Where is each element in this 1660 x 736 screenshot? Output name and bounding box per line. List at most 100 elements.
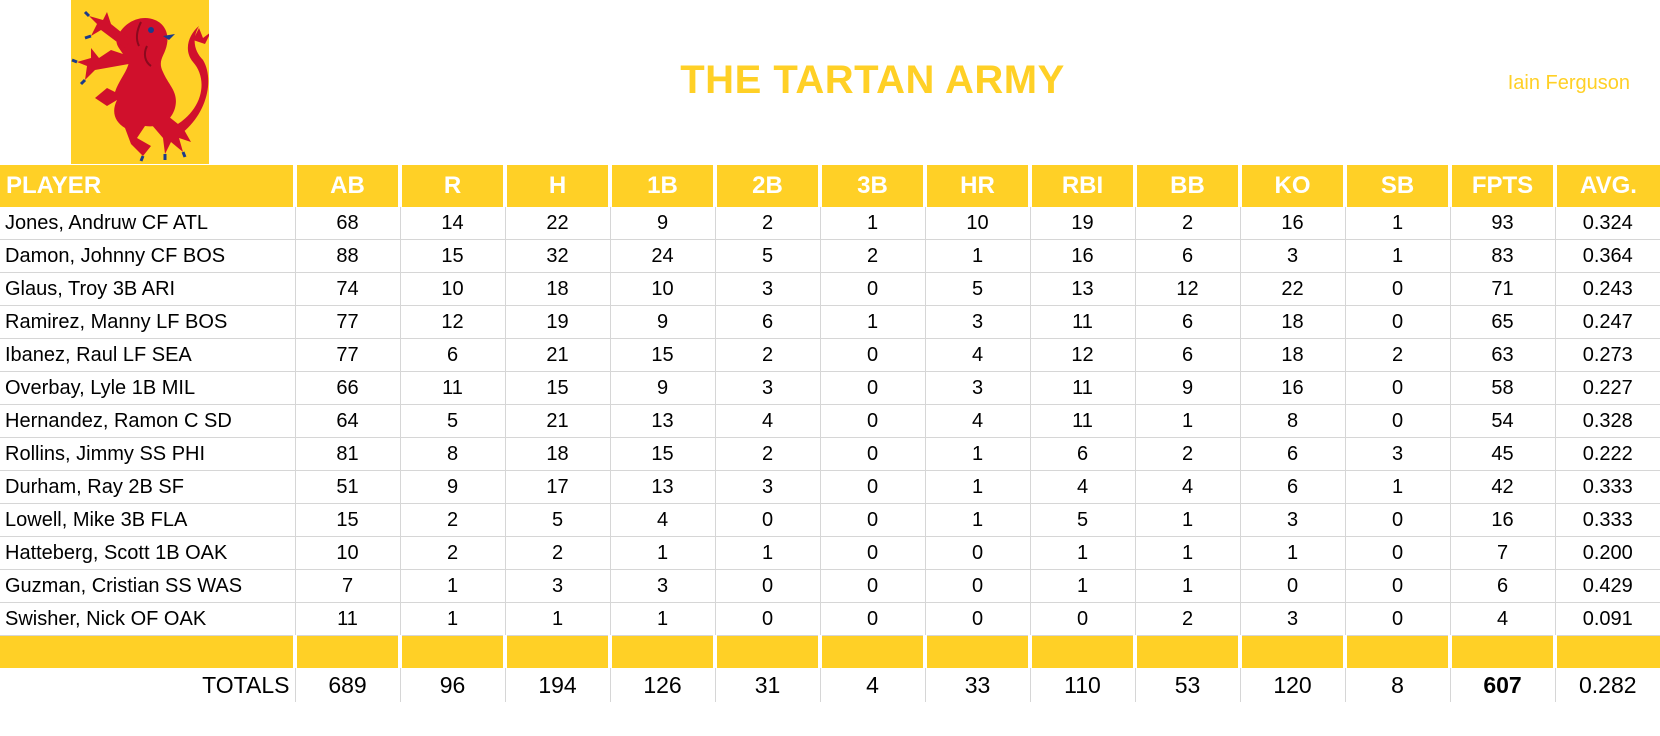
stat-cell: 7 bbox=[295, 569, 401, 603]
player-name: Overbay, Lyle 1B MIL bbox=[0, 371, 296, 405]
stat-cell: 0 bbox=[820, 437, 926, 471]
player-name: Ramirez, Manny LF BOS bbox=[0, 305, 296, 339]
column-header: H bbox=[505, 165, 612, 207]
stat-cell: 9 bbox=[610, 207, 716, 240]
stat-cell: 68 bbox=[295, 207, 401, 240]
stat-cell: 54 bbox=[1450, 404, 1556, 438]
stat-cell: 5 bbox=[400, 404, 506, 438]
stat-cell: 1 bbox=[1345, 239, 1451, 273]
stat-cell: 1 bbox=[1030, 569, 1136, 603]
stat-cell: 2 bbox=[715, 437, 821, 471]
stat-cell: 2 bbox=[505, 536, 611, 570]
stat-cell: 3 bbox=[505, 569, 611, 603]
table-row: Glaus, Troy 3B ARI 74 10 18 10 3 0 5 13 12 22 0 71 0.… bbox=[0, 272, 1660, 306]
spacer-cell bbox=[820, 635, 927, 668]
stat-cell: 6 bbox=[1240, 437, 1346, 471]
stat-cell: 0 bbox=[1030, 602, 1136, 636]
player-name: Damon, Johnny CF BOS bbox=[0, 239, 296, 273]
totals-row: TOTALS 689 96 194 126 31 4 33 110 53 120 8 607 0.282 bbox=[0, 668, 1660, 702]
stat-cell: 51 bbox=[295, 470, 401, 504]
spacer-cell bbox=[1345, 635, 1452, 668]
player-name: Hatteberg, Scott 1B OAK bbox=[0, 536, 296, 570]
stat-cell: 2 bbox=[715, 338, 821, 372]
stat-cell: 0.328 bbox=[1555, 404, 1660, 438]
stat-cell: 0 bbox=[715, 569, 821, 603]
stat-cell: 45 bbox=[1450, 437, 1556, 471]
stat-cell: 18 bbox=[505, 437, 611, 471]
spacer-cell bbox=[1030, 635, 1137, 668]
stat-cell: 6 bbox=[1135, 239, 1241, 273]
stat-cell: 13 bbox=[1030, 272, 1136, 306]
stat-cell: 0 bbox=[1240, 569, 1346, 603]
spacer-cell bbox=[715, 635, 822, 668]
stat-cell: 1 bbox=[1135, 404, 1241, 438]
stat-cell: 4 bbox=[1030, 470, 1136, 504]
team-title: THE TARTAN ARMY bbox=[680, 58, 1065, 102]
stat-cell: 64 bbox=[295, 404, 401, 438]
stat-cell: 1 bbox=[1135, 503, 1241, 537]
stat-cell: 15 bbox=[505, 371, 611, 405]
stat-cell: 2 bbox=[1345, 338, 1451, 372]
stat-cell: 12 bbox=[400, 305, 506, 339]
stat-cell: 0.364 bbox=[1555, 239, 1660, 273]
stat-cell: 5 bbox=[925, 272, 1031, 306]
stat-cell: 4 bbox=[610, 503, 716, 537]
stat-cell: 0 bbox=[1345, 503, 1451, 537]
stat-cell: 83 bbox=[1450, 239, 1556, 273]
stat-cell: 18 bbox=[1240, 338, 1346, 372]
stat-cell: 2 bbox=[400, 503, 506, 537]
stat-cell: 6 bbox=[715, 305, 821, 339]
total-cell: 33 bbox=[925, 668, 1031, 702]
column-header: PLAYER bbox=[0, 165, 297, 207]
stat-cell: 18 bbox=[1240, 305, 1346, 339]
stat-cell: 21 bbox=[505, 404, 611, 438]
stat-cell: 1 bbox=[925, 470, 1031, 504]
spacer-cell bbox=[0, 635, 297, 668]
stat-cell: 65 bbox=[1450, 305, 1556, 339]
stat-cell: 3 bbox=[925, 305, 1031, 339]
stat-cell: 0.222 bbox=[1555, 437, 1660, 471]
table-row: Swisher, Nick OF OAK 11 1 1 1 0 0 0 0 2 3 0 4 0.091 bbox=[0, 602, 1660, 636]
stat-cell: 6 bbox=[1450, 569, 1556, 603]
stat-cell: 1 bbox=[715, 536, 821, 570]
stat-cell: 15 bbox=[400, 239, 506, 273]
stat-cell: 3 bbox=[1240, 503, 1346, 537]
player-name: Lowell, Mike 3B FLA bbox=[0, 503, 296, 537]
column-header: 1B bbox=[610, 165, 717, 207]
stat-cell: 1 bbox=[400, 569, 506, 603]
stat-cell: 6 bbox=[1240, 470, 1346, 504]
table-row: Ramirez, Manny LF BOS 77 12 19 9 6 1 3 11 6 18 0 65 0… bbox=[0, 305, 1660, 339]
stat-cell: 81 bbox=[295, 437, 401, 471]
stat-cell: 0.200 bbox=[1555, 536, 1660, 570]
total-cell: 120 bbox=[1240, 668, 1346, 702]
stat-cell: 22 bbox=[1240, 272, 1346, 306]
stat-cell: 16 bbox=[1450, 503, 1556, 537]
stat-cell: 12 bbox=[1135, 272, 1241, 306]
stat-cell: 4 bbox=[925, 338, 1031, 372]
stat-cell: 0 bbox=[820, 371, 926, 405]
stat-cell: 5 bbox=[505, 503, 611, 537]
table-row: Rollins, Jimmy SS PHI 81 8 18 15 2 0 1 6 2 6 3 45 0.2… bbox=[0, 437, 1660, 471]
player-stats-table: PLAYER AB R H 1B 2B 3B HR RBI BB KO SB FPTS AVG. Jone… bbox=[0, 165, 1660, 702]
stat-cell: 0.333 bbox=[1555, 503, 1660, 537]
spacer-band bbox=[0, 635, 1660, 668]
stat-cell: 1 bbox=[400, 602, 506, 636]
stat-cell: 1 bbox=[610, 602, 716, 636]
stat-cell: 0 bbox=[715, 503, 821, 537]
spacer-cell bbox=[400, 635, 507, 668]
stat-cell: 77 bbox=[295, 305, 401, 339]
table-header-row: PLAYER AB R H 1B 2B 3B HR RBI BB KO SB FPTS AVG. bbox=[0, 165, 1660, 207]
total-cell: 31 bbox=[715, 668, 821, 702]
stat-cell: 4 bbox=[925, 404, 1031, 438]
stat-cell: 11 bbox=[1030, 404, 1136, 438]
stat-cell: 0.333 bbox=[1555, 470, 1660, 504]
spacer-cell bbox=[1450, 635, 1557, 668]
stat-cell: 10 bbox=[295, 536, 401, 570]
stat-cell: 9 bbox=[400, 470, 506, 504]
stat-cell: 12 bbox=[1030, 338, 1136, 372]
player-name: Ibanez, Raul LF SEA bbox=[0, 338, 296, 372]
stat-cell: 1 bbox=[925, 503, 1031, 537]
stat-cell: 6 bbox=[400, 338, 506, 372]
stat-cell: 15 bbox=[295, 503, 401, 537]
stat-cell: 88 bbox=[295, 239, 401, 273]
